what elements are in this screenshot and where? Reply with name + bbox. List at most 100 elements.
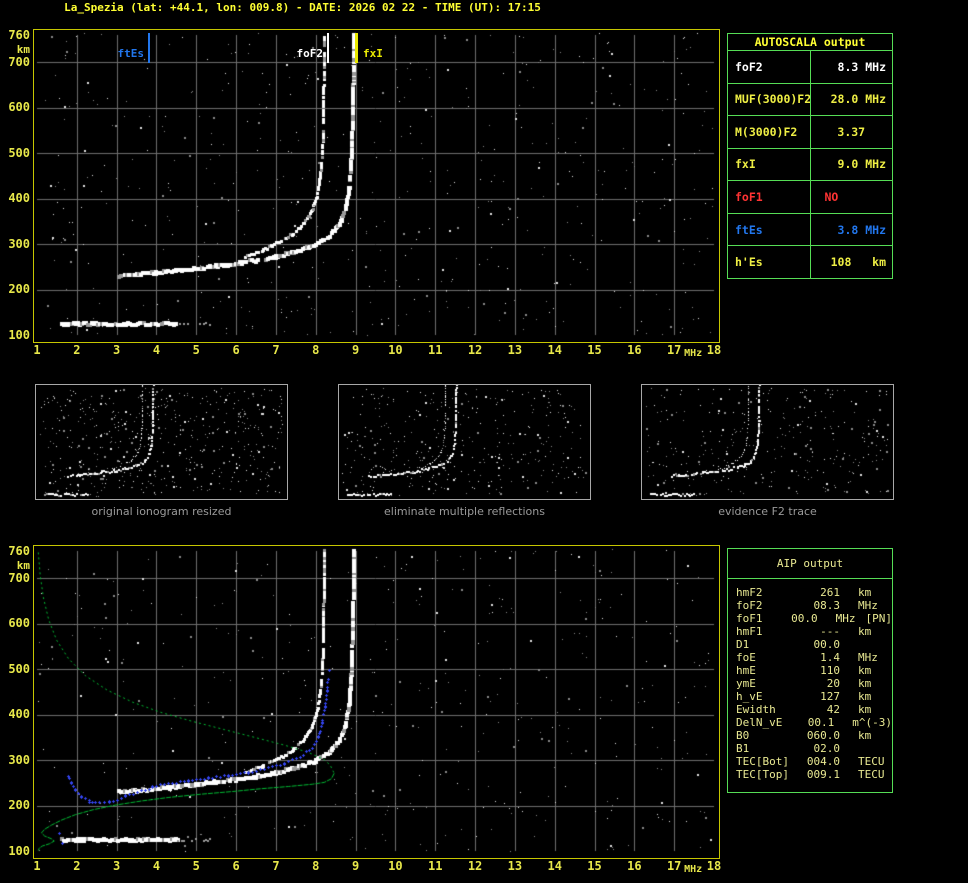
thumbnail-caption: original ionogram resized bbox=[91, 505, 232, 518]
thumbnail-frame bbox=[35, 384, 288, 500]
autoscala-row: foF1 NO bbox=[727, 180, 893, 214]
aip-output-panel: AIP output hmF2 261 km foF2 08.3 MHz foF1 00.0 M… bbox=[727, 548, 893, 793]
page-title: La_Spezia (lat: +44.1, lon: 009.8) - DAT… bbox=[64, 1, 541, 14]
aip-row: foF2 08.3 MHz bbox=[736, 599, 892, 612]
autoscala-parameter-label: MUF(3000)F2 bbox=[727, 82, 811, 117]
y-tick-label: 100 bbox=[8, 843, 30, 858]
scaled-ionogram-canvas bbox=[34, 30, 717, 340]
autoscala-table-title: AUTOSCALA output bbox=[727, 33, 893, 51]
aip-parameter-label: DelN_vE bbox=[736, 716, 783, 729]
x-tick-label: 2 bbox=[73, 859, 81, 873]
aip-parameter-label: hmF1 bbox=[736, 625, 763, 638]
x-tick-label: 17 bbox=[666, 859, 682, 873]
x-tick-label: 16 bbox=[627, 859, 642, 873]
marker-label-fxI: fxI bbox=[363, 47, 383, 60]
thumbnail-canvas bbox=[339, 385, 590, 499]
x-tick-label: 1 bbox=[33, 859, 41, 873]
autoscala-output-table: AUTOSCALA output foF2 8.3 MHz MUF(3000)F2 2… bbox=[727, 33, 893, 279]
marker-line-ftEs bbox=[148, 33, 150, 63]
x-tick-label: 13 bbox=[507, 343, 523, 357]
x-tick-label: 7 bbox=[272, 343, 280, 357]
x-tick-label: 9 bbox=[351, 343, 360, 357]
thumbnail-frame bbox=[338, 384, 591, 500]
aip-parameter-value: 009.1 bbox=[806, 768, 840, 781]
y-tick-label: 760 bbox=[8, 543, 30, 558]
aip-parameter-label: TEC[Bot] bbox=[736, 755, 789, 768]
aip-parameter-label: h_vE bbox=[736, 690, 763, 703]
aip-parameter-value: 20 bbox=[826, 677, 840, 690]
aip-parameter-value: 261 bbox=[820, 586, 840, 599]
thumbnail-original-ionogram: original ionogram resized bbox=[35, 384, 288, 518]
autoscala-row: M(3000)F2 3.37 bbox=[727, 115, 893, 149]
x-axis-unit-label: MHz bbox=[684, 348, 703, 359]
aip-parameter-value: 1.4 bbox=[820, 651, 840, 664]
y-tick-label: 600 bbox=[8, 100, 30, 115]
x-tick-label: 5 bbox=[192, 343, 200, 357]
aip-parameter-label: ymE bbox=[736, 677, 756, 690]
autoscala-parameter-label: foF2 bbox=[727, 50, 811, 84]
x-tick-label: 9 bbox=[351, 859, 360, 873]
aip-parameter-value: 02.0 bbox=[813, 742, 841, 755]
aip-row: B0 060.0 km bbox=[736, 729, 892, 742]
x-tick-label: 16 bbox=[627, 343, 642, 357]
x-tick-label: 18 bbox=[706, 343, 722, 357]
thumbnail-frame bbox=[641, 384, 894, 500]
y-tick-label: 500 bbox=[8, 661, 30, 676]
x-tick-label: 2 bbox=[73, 343, 81, 357]
y-tick-label: 100 bbox=[8, 327, 30, 342]
aip-parameter-label: Ewidth bbox=[736, 703, 776, 716]
x-tick-label: 10 bbox=[388, 859, 403, 873]
autoscala-parameter-value: 3.37 bbox=[809, 115, 893, 149]
aip-parameter-label: foE bbox=[736, 651, 756, 664]
autoscala-parameter-label: h'Es bbox=[727, 245, 811, 279]
x-tick-label: 4 bbox=[152, 343, 161, 357]
aip-row: TEC[Top] 009.1 TECU bbox=[736, 768, 892, 781]
aip-parameter-unit bbox=[840, 638, 858, 651]
x-tick-label: 11 bbox=[428, 859, 443, 873]
aip-parameter-label: hmE bbox=[736, 664, 756, 677]
marker-label-ftEs: ftEs bbox=[117, 47, 145, 60]
y-tick-label: 600 bbox=[8, 616, 30, 631]
y-tick-label: 700 bbox=[8, 54, 30, 69]
x-axis-unit-label: MHz bbox=[684, 864, 703, 875]
aip-parameter-label: foF2 bbox=[736, 599, 763, 612]
x-tick-label: 8 bbox=[312, 859, 320, 873]
x-tick-label: 14 bbox=[547, 343, 562, 357]
thumbnail-canvas bbox=[642, 385, 893, 499]
thumbnail-evidence-f2-trace: evidence F2 trace bbox=[641, 384, 894, 518]
aip-row: hmE 110 km bbox=[736, 664, 892, 677]
autoscala-row: MUF(3000)F2 28.0 MHz bbox=[727, 82, 893, 117]
x-tick-label: 3 bbox=[113, 343, 121, 357]
aip-parameter-value: 42 bbox=[826, 703, 840, 716]
autoscala-parameter-label: foF1 bbox=[727, 180, 811, 214]
aip-parameter-label: foF1 bbox=[736, 612, 763, 625]
aip-parameter-value: 08.3 bbox=[813, 599, 841, 612]
aip-profile-plot bbox=[33, 545, 720, 859]
aip-parameter-unit: km bbox=[858, 677, 872, 690]
autoscala-parameter-label: ftEs bbox=[727, 212, 811, 247]
x-tick-label: 12 bbox=[467, 343, 483, 357]
aip-row: TEC[Bot] 004.0 TECU bbox=[736, 755, 892, 768]
x-tick-label: 10 bbox=[388, 343, 403, 357]
marker-label-foF2: foF2 bbox=[296, 47, 324, 60]
autoscala-parameter-value: 9.0 MHz bbox=[809, 147, 893, 182]
y-tick-label: 500 bbox=[8, 145, 30, 160]
aip-parameter-unit: MHz bbox=[858, 651, 878, 664]
y-axis-unit-label: km bbox=[16, 559, 30, 572]
x-tick-label: 14 bbox=[547, 859, 562, 873]
aip-parameter-unit: m^(-3) bbox=[852, 716, 892, 729]
aip-parameter-unit: MHz bbox=[858, 599, 878, 612]
aip-parameter-unit: km bbox=[858, 729, 872, 742]
y-tick-label: 700 bbox=[8, 570, 30, 585]
aip-parameter-value: 004.0 bbox=[806, 755, 840, 768]
y-tick-label: 300 bbox=[8, 236, 30, 251]
aip-parameter-unit: km bbox=[858, 690, 872, 703]
y-tick-label: 200 bbox=[8, 282, 30, 297]
x-tick-label: 6 bbox=[232, 859, 240, 873]
y-tick-label: 300 bbox=[8, 752, 30, 767]
autoscala-parameter-value: NO bbox=[809, 180, 893, 214]
autoscala-parameter-value: 8.3 MHz bbox=[809, 50, 893, 84]
autoscala-row: ftEs 3.8 MHz bbox=[727, 212, 893, 247]
thumbnail-caption: evidence F2 trace bbox=[718, 505, 817, 518]
x-tick-label: 17 bbox=[666, 343, 682, 357]
